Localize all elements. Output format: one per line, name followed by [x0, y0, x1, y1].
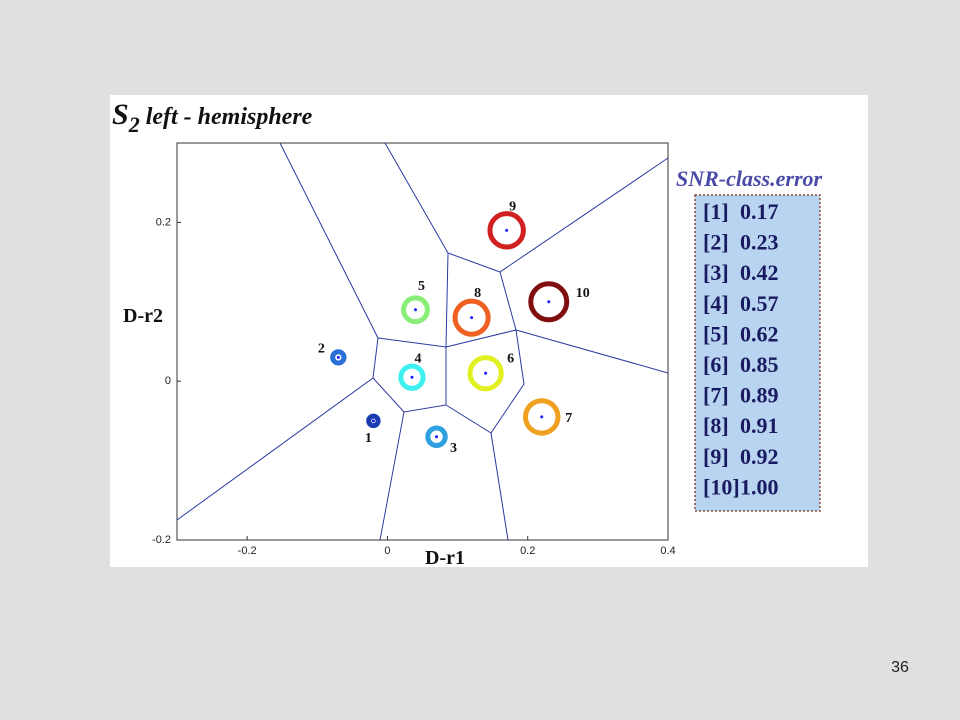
point-ring [467, 355, 504, 392]
point-ring [330, 349, 347, 366]
legend-value: 0.23 [740, 230, 779, 255]
legend-key: [4] [703, 291, 729, 316]
legend-key: [8] [703, 413, 729, 438]
point-center [505, 228, 509, 232]
point-label: 9 [509, 200, 516, 215]
legend-box [694, 194, 821, 512]
legend-value: 0.85 [740, 352, 779, 377]
voronoi-edge [379, 411, 405, 541]
y-tick-label: 0.2 [156, 216, 171, 228]
legend-key: [10] [703, 474, 740, 499]
y-axis-label: D-r2 [123, 305, 163, 327]
voronoi-edge [176, 377, 374, 521]
point-ring [398, 363, 426, 391]
point-ring [366, 413, 381, 429]
point-ring [401, 295, 430, 325]
point-center [413, 308, 417, 312]
legend-key: [9] [703, 444, 729, 469]
x-tick-label: 0.4 [660, 545, 675, 557]
x-tick-label: -0.2 [238, 545, 257, 557]
legend-value: 0.62 [740, 321, 779, 346]
legend-value: 0.42 [740, 260, 779, 285]
point-label: 8 [474, 286, 481, 301]
voronoi-edge [515, 329, 669, 374]
title-subscript: 2 [128, 112, 140, 137]
plot-frame [176, 142, 669, 541]
legend-value: 1.00 [740, 474, 779, 499]
title-symbol: S [112, 98, 129, 131]
point-center [371, 419, 375, 423]
point-center [470, 316, 474, 320]
legend-key: [7] [703, 383, 729, 408]
point-center [435, 435, 439, 439]
legend-key: [2] [703, 230, 729, 255]
voronoi-edge [372, 252, 449, 413]
legend-key: [5] [703, 321, 729, 346]
y-tick-label: -0.2 [152, 534, 171, 546]
point-label: 3 [450, 441, 457, 456]
y-tick-label: 0 [165, 375, 171, 387]
point-center [540, 415, 544, 419]
point-ring [523, 398, 561, 436]
legend-value: 0.92 [740, 444, 779, 469]
point-label: 4 [414, 351, 421, 366]
voronoi-edge [490, 432, 509, 541]
legend-title: SNR-class.error [676, 166, 823, 191]
voronoi-edge [279, 142, 669, 348]
point-label: 2 [318, 342, 325, 357]
title-text: left - hemisphere [146, 104, 313, 130]
x-axis-label: D-r1 [425, 547, 465, 569]
x-tick-label: 0 [384, 545, 390, 557]
x-tick-label: 0.2 [520, 545, 535, 557]
point-center [336, 355, 340, 359]
point-ring [425, 425, 448, 448]
point-ring [528, 281, 570, 323]
voronoi-edge [445, 329, 525, 434]
legend-key: [1] [703, 199, 729, 224]
point-label: 7 [565, 411, 572, 426]
voronoi-edges [176, 142, 669, 541]
legend-key: [6] [703, 352, 729, 377]
point-center [410, 375, 414, 379]
legend-value: 0.91 [740, 413, 779, 438]
point-ring [487, 211, 526, 250]
point-ring [452, 298, 491, 337]
legend-value: 0.89 [740, 383, 779, 408]
point-label: 6 [507, 351, 514, 366]
point-label: 10 [576, 286, 590, 301]
chart-title: S2 left - hemisphere [112, 98, 313, 137]
legend-value: 0.17 [740, 199, 779, 224]
point-center [484, 371, 488, 375]
legend-value: 0.57 [740, 291, 779, 316]
point-center [547, 300, 551, 304]
point-label: 5 [418, 279, 425, 294]
point-label: 1 [365, 431, 372, 446]
slide-number: 36 [891, 659, 909, 676]
legend-key: [3] [703, 260, 729, 285]
